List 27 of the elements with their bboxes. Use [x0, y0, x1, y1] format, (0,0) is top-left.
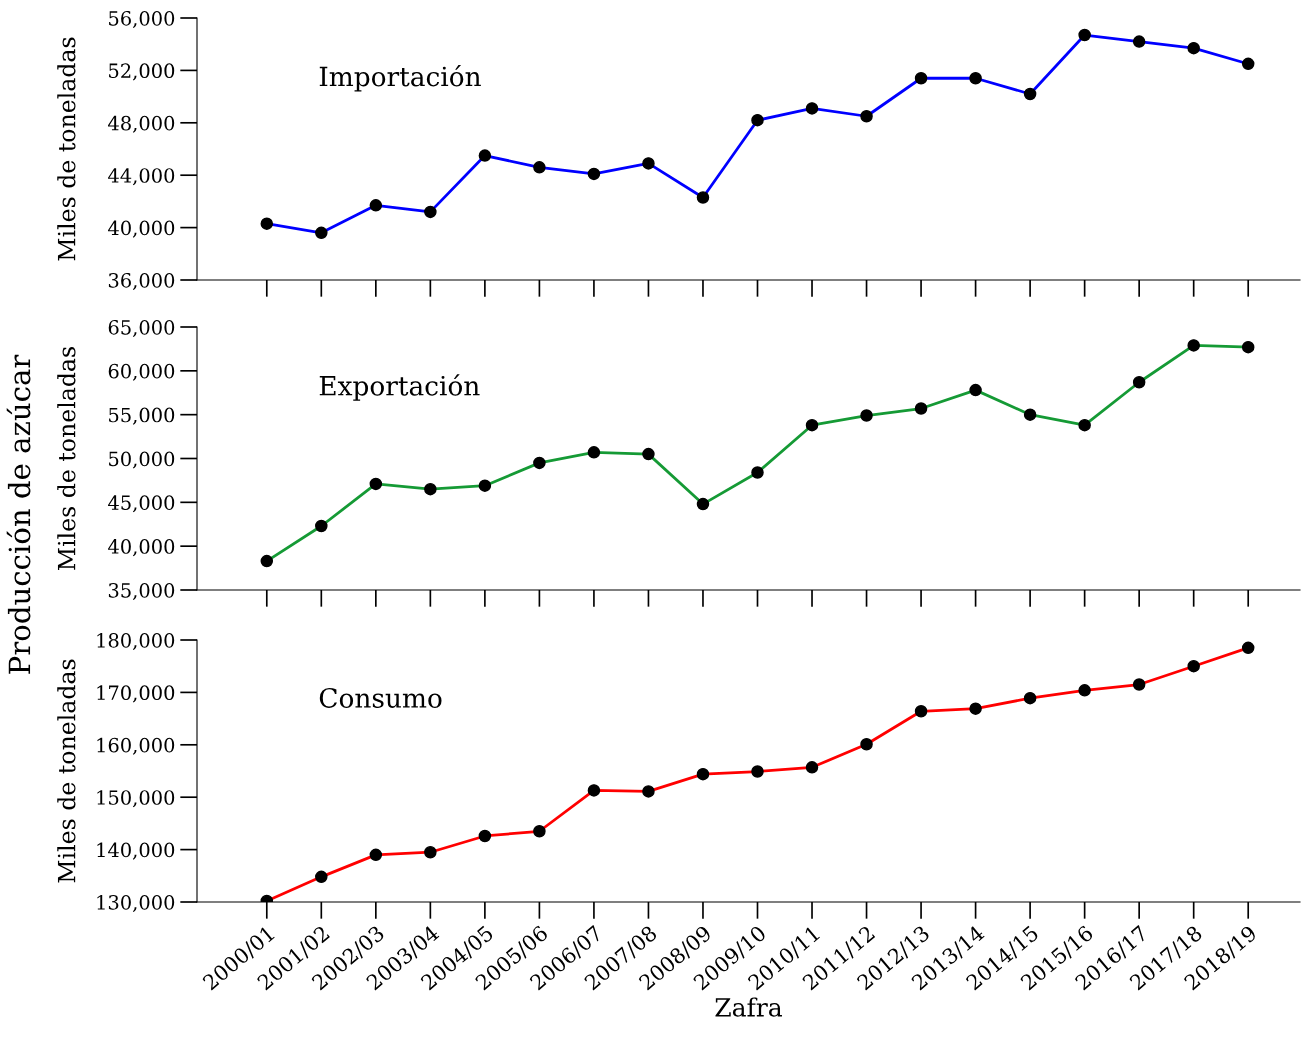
x-axis-title: Zafra — [715, 997, 782, 1017]
y-axis-title: Miles de toneladas — [57, 659, 76, 883]
text: Importación — [319, 64, 481, 92]
y-tick-label: 36,000 — [108, 272, 175, 291]
text: Consumo — [319, 687, 442, 708]
y-axis-title: Miles de toneladas — [57, 37, 76, 261]
y-tick-label: 140,000 — [97, 842, 175, 860]
y-tick-label: 60,000 — [108, 363, 175, 381]
text: Exportación — [319, 374, 480, 401]
y-tick-label: 150,000 — [97, 790, 175, 808]
y-tick-label: 65,000 — [108, 319, 175, 338]
y-axis-title: Miles de toneladas — [57, 347, 76, 570]
y-tick-label: 56,000 — [109, 10, 175, 29]
y-tick-label: 45,000 — [108, 495, 175, 513]
y-tick-label: 170,000 — [97, 685, 175, 703]
y-tick-label: 180,000 — [97, 632, 175, 651]
y-tick-label: 50,000 — [109, 451, 175, 469]
y-tick-label: 35,000 — [108, 582, 175, 601]
text: Producción de azúcar — [6, 354, 31, 674]
y-tick-label: 55,000 — [109, 407, 175, 425]
y-tick-label: 40,000 — [108, 539, 175, 557]
y-tick-label: 40,000 — [108, 220, 175, 238]
y-tick-label: 44,000 — [108, 168, 175, 186]
y-tick-label: 52,000 — [109, 63, 175, 81]
y-tick-label: 160,000 — [97, 737, 175, 755]
y-tick-label: 130,000 — [97, 894, 175, 913]
y-tick-label: 48,000 — [108, 115, 175, 133]
